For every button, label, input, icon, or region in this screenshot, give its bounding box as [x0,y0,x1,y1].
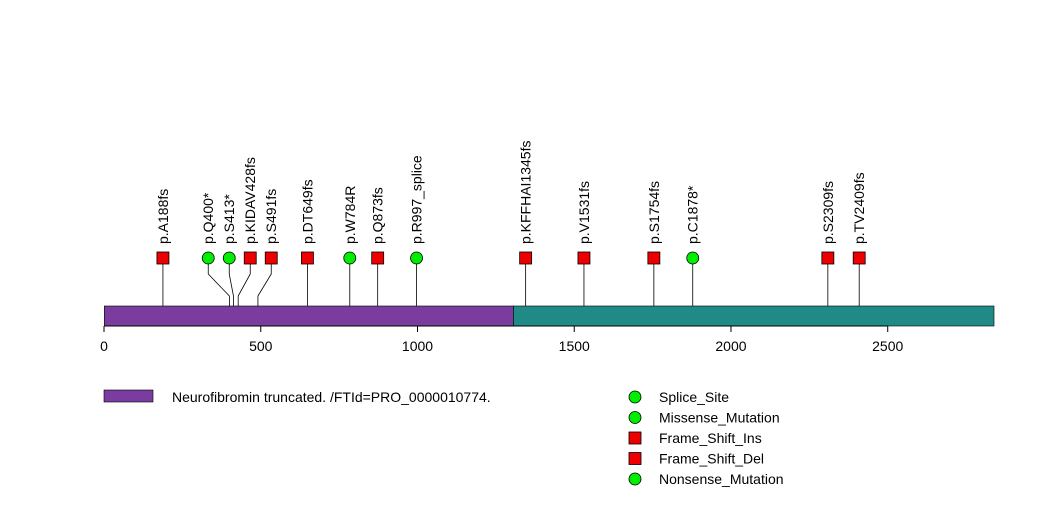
mutation-marker-square [577,251,591,265]
mutation-label: p.R997_splice [409,155,425,244]
legend-circle-icon [628,472,642,486]
mutation-label: p.S2309fs [820,181,836,244]
mutation-label: p.Q873fs [370,187,386,244]
domain-segment-0 [104,305,514,327]
mutation-label: p.DT649fs [299,179,315,244]
mutation-stem [237,258,251,306]
legend-label: Frame_Shift_Ins [659,430,762,446]
mutation-marker-circle [686,251,700,265]
axis-tick-label: 2000 [715,338,746,354]
legend: Neurofibromin truncated. /FTId=PRO_00000… [103,389,784,487]
axis-tick-label: 1500 [559,338,590,354]
axis-tick-label: 500 [249,338,273,354]
mutation-marker-square [301,251,314,265]
axis-tick-label: 1000 [402,338,433,354]
mutation-stem [228,258,234,306]
mutation-marker-square [264,251,278,265]
legend-label: Splice_Site [659,389,729,405]
mutation-label: p.Q400* [200,192,216,244]
mutation-label: p.C1878* [685,185,701,244]
axis-tick-label: 0 [100,338,108,354]
legend-circle-icon [628,411,642,424]
mutation-label: p.V1531fs [576,181,592,244]
mutation-label: p.KIDAV428fs [242,157,258,244]
mutation-label: p.W784R [342,186,358,244]
mutation-label: p.S413* [221,194,237,244]
mutation-marker-square [821,251,835,265]
axis-tick-label: 2500 [872,338,903,354]
mutation-label: p.KFFHAI1345fs [518,141,534,245]
mutation-marker-square [243,251,257,265]
legend-domain-swatch [103,389,154,403]
mutation-marker-circle [410,251,423,265]
mutation-marker-circle [201,251,215,265]
mutation-marker-circle [222,251,236,265]
domain-segment-1 [513,305,995,327]
mutation-markers [156,251,866,265]
mutation-label: p.A188fs [155,189,171,244]
legend-circle-icon [628,390,642,404]
mutation-labels: p.A188fs p.Q400* p.S413* p.KIDAV428fs p.S491… [155,141,867,245]
mutation-stem [207,258,230,306]
legend-square-icon [628,452,642,465]
domain-bar [104,305,995,327]
mutation-marker-square [156,251,170,265]
mutation-stems [162,258,860,306]
legend-label: Nonsense_Mutation [659,471,784,487]
legend-domain-label: Neurofibromin truncated. /FTId=PRO_00000… [172,389,491,405]
legend-label: Frame_Shift_Del [659,451,764,467]
x-axis: 0 500 1000 1500 2000 2500 [100,325,904,354]
mutation-marker-square [519,251,533,265]
mutation-label: p.S491fs [263,189,279,244]
legend-label: Missense_Mutation [659,410,780,426]
mutation-marker-circle [343,251,357,265]
mutation-label: p.S1754fs [646,181,662,244]
legend-square-icon [628,431,642,445]
mutation-stem [257,258,272,306]
mutation-label: p.TV2409fs [851,172,867,244]
mutation-marker-square [371,251,385,265]
mutation-marker-square [852,251,866,265]
mutation-marker-square [647,251,661,265]
